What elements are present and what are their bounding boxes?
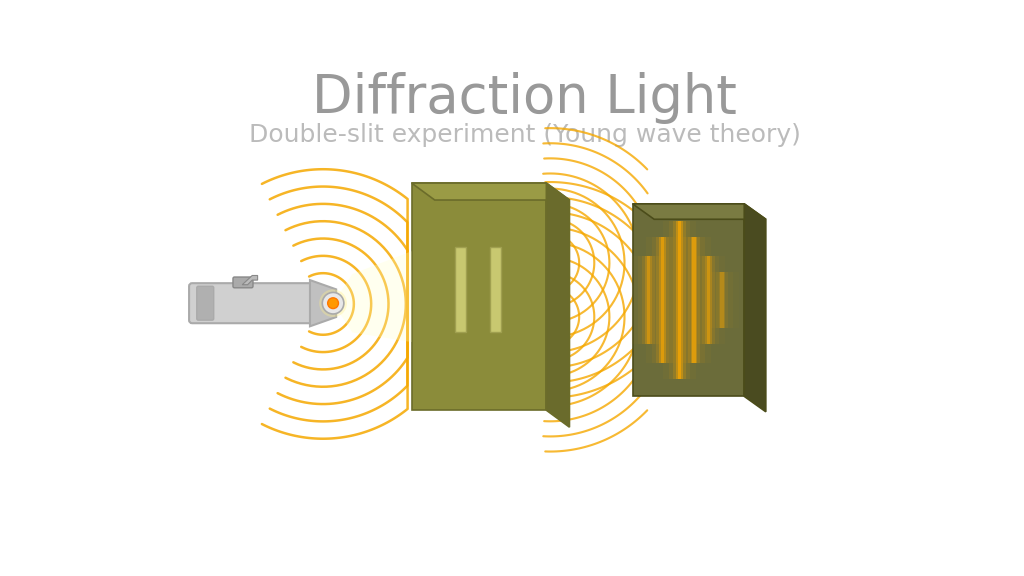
Polygon shape	[646, 256, 650, 344]
Polygon shape	[652, 237, 674, 363]
Polygon shape	[683, 237, 705, 363]
Polygon shape	[645, 256, 651, 344]
Circle shape	[328, 298, 339, 309]
Polygon shape	[633, 204, 744, 396]
Polygon shape	[412, 183, 547, 410]
FancyBboxPatch shape	[197, 286, 214, 320]
Polygon shape	[455, 248, 466, 332]
Polygon shape	[692, 237, 695, 363]
Polygon shape	[688, 237, 700, 363]
Polygon shape	[547, 183, 569, 427]
FancyBboxPatch shape	[189, 283, 314, 323]
Polygon shape	[678, 221, 681, 379]
Polygon shape	[310, 280, 336, 326]
Circle shape	[323, 293, 344, 314]
Polygon shape	[719, 272, 725, 328]
Polygon shape	[676, 221, 683, 379]
Polygon shape	[669, 221, 690, 379]
Polygon shape	[638, 256, 658, 344]
Polygon shape	[673, 221, 686, 379]
Polygon shape	[656, 237, 669, 363]
FancyBboxPatch shape	[233, 277, 253, 288]
Polygon shape	[333, 251, 412, 342]
Text: Diffraction Light: Diffraction Light	[312, 73, 737, 124]
Polygon shape	[690, 237, 697, 363]
Polygon shape	[716, 272, 728, 328]
Polygon shape	[243, 275, 258, 285]
Polygon shape	[633, 204, 766, 219]
Polygon shape	[642, 256, 654, 344]
Polygon shape	[707, 256, 711, 344]
Polygon shape	[698, 256, 719, 344]
Polygon shape	[706, 256, 712, 344]
Circle shape	[319, 289, 347, 317]
Polygon shape	[659, 237, 667, 363]
Polygon shape	[702, 256, 715, 344]
Polygon shape	[744, 204, 766, 412]
Polygon shape	[412, 183, 569, 200]
Text: Double-slit experiment (Young wave theory): Double-slit experiment (Young wave theor…	[249, 123, 801, 146]
Polygon shape	[489, 248, 501, 332]
Polygon shape	[662, 237, 665, 363]
Polygon shape	[720, 272, 724, 328]
